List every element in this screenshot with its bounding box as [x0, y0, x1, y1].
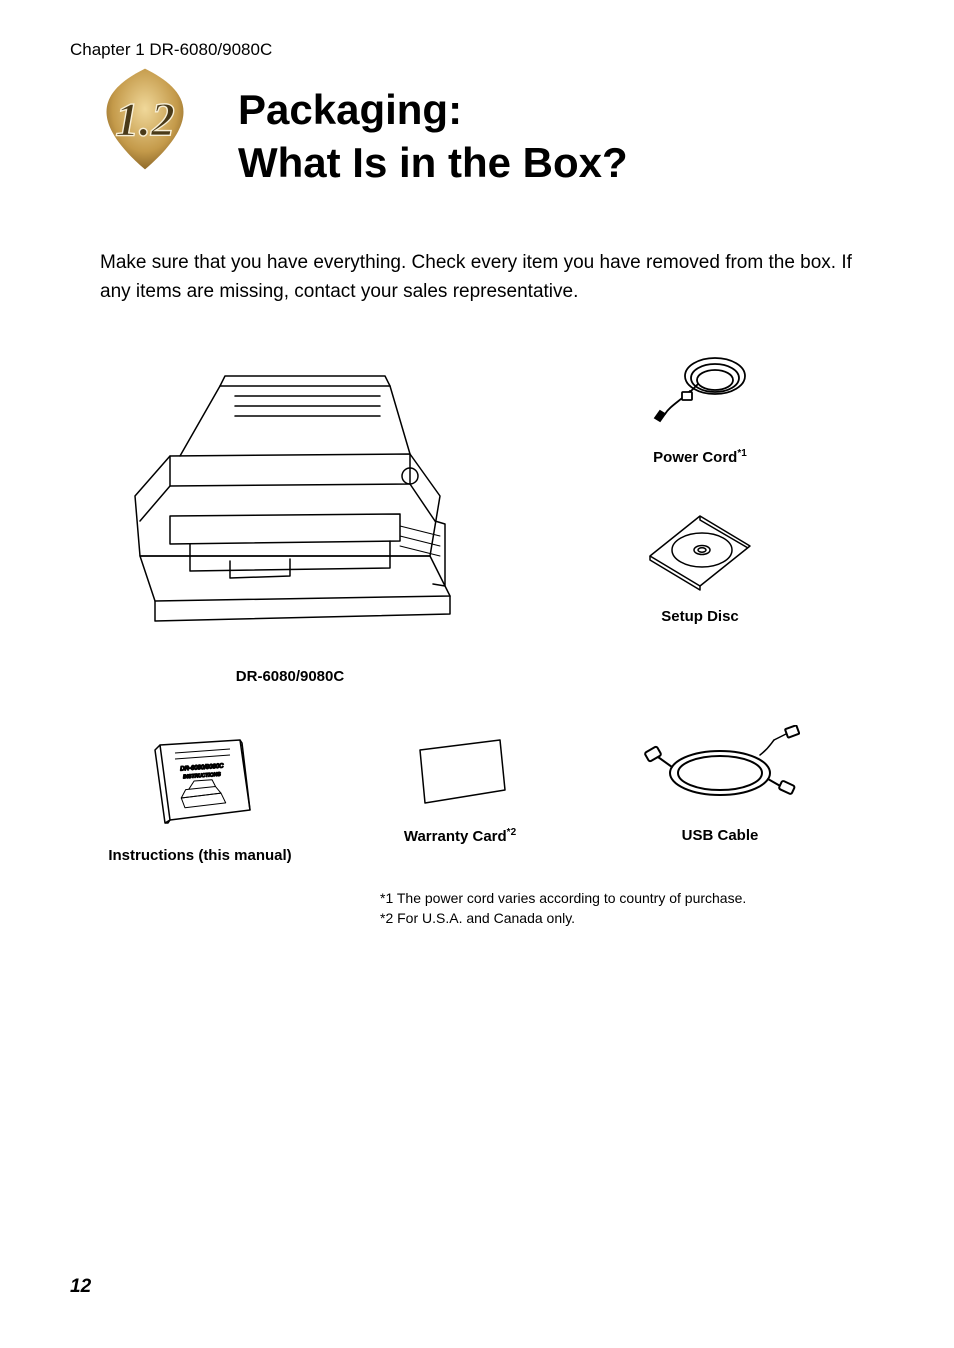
section-body: Make sure that you have everything. Chec… — [100, 249, 884, 306]
section-badge: 1.2 — [70, 64, 220, 174]
item-manual: DR-6080/9080C INSTRUCTIONS Instructions … — [100, 725, 300, 864]
section-title: Packaging: What Is in the Box? — [238, 84, 628, 189]
box-contents: DR-6080/9080C — [100, 346, 884, 928]
warranty-illustration — [400, 725, 520, 815]
title-line-2: What Is in the Box? — [238, 139, 628, 186]
usb-label: USB Cable — [682, 827, 759, 844]
item-power-cord: Power Cord*1 — [640, 346, 760, 466]
footnote-2: *2 For U.S.A. and Canada only. — [380, 909, 884, 929]
item-scanner: DR-6080/9080C — [100, 346, 480, 685]
title-line-1: Packaging: — [238, 86, 462, 133]
setup-disc-label: Setup Disc — [640, 608, 760, 625]
item-warranty: Warranty Card*2 — [360, 725, 560, 864]
scanner-label: DR-6080/9080C — [100, 668, 480, 685]
chapter-header: Chapter 1 DR-6080/9080C — [70, 40, 884, 60]
footnote-1: *1 The power cord varies according to co… — [380, 889, 884, 909]
manual-illustration: DR-6080/9080C INSTRUCTIONS — [130, 725, 270, 835]
item-setup-disc: Setup Disc — [640, 506, 760, 625]
warranty-label: Warranty Card*2 — [404, 827, 516, 845]
scanner-illustration — [100, 346, 480, 656]
setup-disc-illustration — [640, 506, 760, 596]
manual-label: Instructions (this manual) — [108, 847, 291, 864]
usb-cable-illustration — [640, 725, 800, 815]
footnotes: *1 The power cord varies according to co… — [380, 889, 884, 928]
item-usb-cable: USB Cable — [620, 725, 820, 864]
page-number: 12 — [70, 1276, 91, 1298]
power-cord-label: Power Cord*1 — [640, 448, 760, 466]
section-number-text: 1.2 — [115, 95, 175, 147]
section-title-row: 1.2 Packaging: What Is in the Box? — [70, 74, 884, 189]
power-cord-illustration — [640, 346, 760, 436]
